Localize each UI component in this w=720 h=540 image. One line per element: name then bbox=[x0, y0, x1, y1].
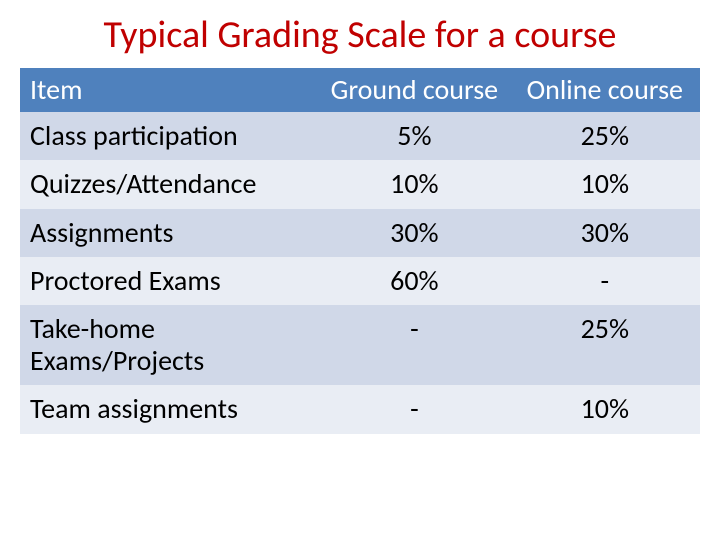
cell-ground: 30% bbox=[319, 209, 509, 257]
cell-item: Take-home Exams/Projects bbox=[20, 305, 319, 385]
table-row: Take-home Exams/Projects - 25% bbox=[20, 305, 700, 385]
cell-online: 25% bbox=[510, 305, 700, 385]
cell-online: 25% bbox=[510, 112, 700, 160]
table-header: Item Ground course Online course bbox=[20, 68, 700, 112]
table-row: Proctored Exams 60% - bbox=[20, 257, 700, 305]
page-title: Typical Grading Scale for a course bbox=[20, 12, 700, 58]
grading-table: Item Ground course Online course Class p… bbox=[20, 68, 700, 434]
cell-online: 10% bbox=[510, 160, 700, 208]
table-body: Class participation 5% 25% Quizzes/Atten… bbox=[20, 112, 700, 433]
table-row: Team assignments - 10% bbox=[20, 385, 700, 433]
cell-ground: 60% bbox=[319, 257, 509, 305]
cell-item: Assignments bbox=[20, 209, 319, 257]
cell-online: 10% bbox=[510, 385, 700, 433]
table-row: Class participation 5% 25% bbox=[20, 112, 700, 160]
cell-ground: 10% bbox=[319, 160, 509, 208]
table-row: Assignments 30% 30% bbox=[20, 209, 700, 257]
col-header-ground: Ground course bbox=[319, 68, 509, 112]
cell-ground: - bbox=[319, 305, 509, 385]
cell-online: 30% bbox=[510, 209, 700, 257]
cell-item: Quizzes/Attendance bbox=[20, 160, 319, 208]
cell-ground: - bbox=[319, 385, 509, 433]
table-row: Quizzes/Attendance 10% 10% bbox=[20, 160, 700, 208]
col-header-online: Online course bbox=[510, 68, 700, 112]
cell-item: Proctored Exams bbox=[20, 257, 319, 305]
cell-item: Class participation bbox=[20, 112, 319, 160]
col-header-item: Item bbox=[20, 68, 319, 112]
slide: Typical Grading Scale for a course Item … bbox=[0, 0, 720, 540]
cell-ground: 5% bbox=[319, 112, 509, 160]
cell-item: Team assignments bbox=[20, 385, 319, 433]
cell-online: - bbox=[510, 257, 700, 305]
